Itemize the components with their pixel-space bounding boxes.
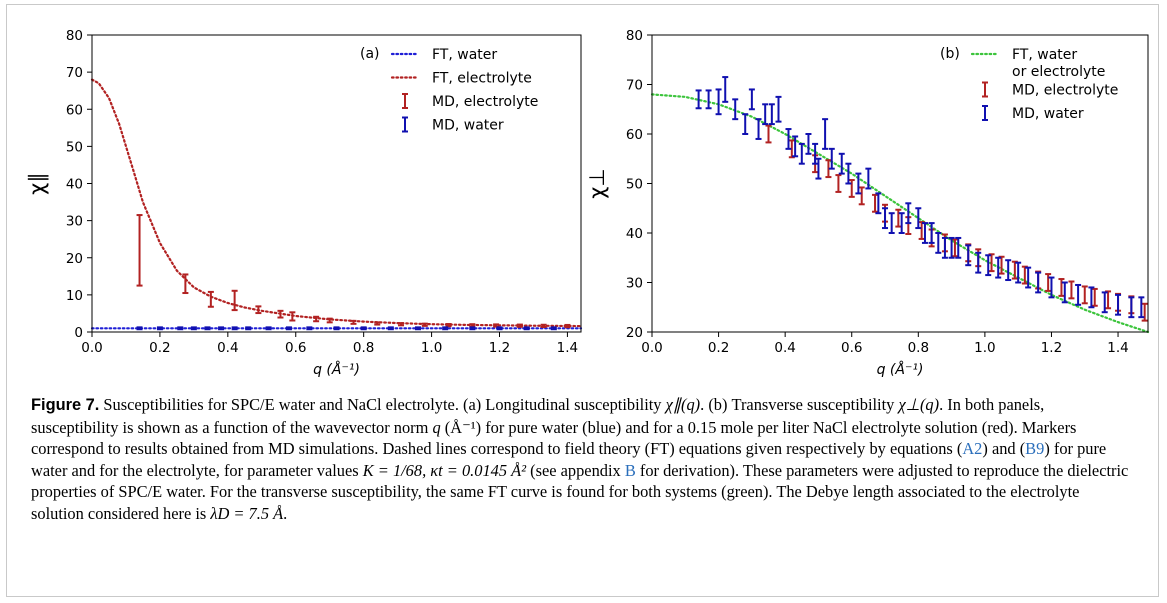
y-tick-label: 50 [66,139,83,155]
figure-chart: 0.0 0.2 0.4 0.6 0.8 1.0 1.2 1.4 0 10 20 30 40 50 60 70 8… [25,28,1150,378]
x-tick-label: 0.2 [149,340,170,356]
x-tick-label: 0.6 [841,340,862,356]
caption-text: (Å⁻¹) for pure water (blue) and for a 0.… [31,417,1077,459]
x-tick-label: 1.2 [1041,340,1062,356]
legend-label: FT, water or electrolyte [1012,47,1105,80]
legend-label-line: FT, water [1012,47,1077,63]
caption-text: . In both panels, susceptibility is show… [31,395,1045,437]
x-tick-label: 0.8 [353,340,374,356]
x-tick-label: 0.8 [908,340,929,356]
legend-label: FT, water [432,47,497,63]
x-tick-label: 1.4 [557,340,578,356]
y-tick-label: 0 [74,325,83,341]
x-tick-label: 0.2 [708,340,729,356]
legend-label: MD, water [432,118,504,134]
y-tick-label: 70 [626,78,643,94]
y-axis-label: χ∥ [25,172,49,195]
y-tick-label: 40 [66,177,83,193]
figure-caption: Figure 7. Susceptibilities for SPC/E wat… [31,394,1131,524]
y-tick-label: 40 [626,226,643,242]
y-tick-label: 70 [66,65,83,81]
caption-math: q [432,417,441,437]
series-line [90,78,583,328]
caption-math: χ∥(q) [665,395,701,414]
y-tick-label: 80 [66,28,83,44]
caption-text: . [283,503,288,523]
caption-math: χ⊥(q) [898,395,940,414]
y-tick-label: 50 [626,177,643,193]
panel-a: 0.0 0.2 0.4 0.6 0.8 1.0 1.2 1.4 0 10 20 30 40 50 60 70 8… [25,28,583,378]
x-tick-label: 0.0 [81,340,102,356]
caption-text: ) for pure water and for the electrolyte… [31,439,1107,480]
y-tick-label: 20 [626,325,643,341]
legend-label: MD, electrolyte [1012,83,1118,99]
caption-math: λD = 7.5 Å [210,503,284,523]
x-tick-label: 0.6 [285,340,306,356]
y-tick-label: 30 [66,214,83,230]
x-tick-label: 1.0 [974,340,995,356]
legend-label: FT, electrolyte [432,71,532,87]
caption-text: (see appendix [526,460,625,480]
y-tick-label: 20 [66,251,83,267]
caption-text: ) and ( [982,439,1026,458]
legend-label-line: or electrolyte [1012,64,1105,80]
x-axis-label: q (Å⁻¹) [877,361,924,378]
y-tick-label: 80 [626,28,643,44]
panel-label: (b) [940,46,960,62]
legend-label: MD, electrolyte [432,94,538,110]
x-tick-label: 0.4 [774,340,795,356]
y-axis-label: χ⊥ [585,168,609,198]
caption-text: Susceptibilities for SPC/E water and NaC… [99,395,666,414]
y-tick-label: 10 [66,288,83,304]
y-tick-label: 30 [626,276,643,292]
x-tick-label: 1.0 [421,340,442,356]
x-tick-label: 1.2 [489,340,510,356]
panel-b: 0.0 0.2 0.4 0.6 0.8 1.0 1.2 1.4 20 30 40 50 60 70 80 q … [585,28,1150,378]
panel-label: (a) [360,46,380,62]
y-tick-label: 60 [626,127,643,143]
x-tick-label: 1.4 [1107,340,1128,356]
figure-frame [6,4,1159,597]
y-tick-label: 60 [66,102,83,118]
caption-label: Figure 7. [31,396,100,414]
equation-link[interactable]: B9 [1025,439,1045,458]
appendix-link[interactable]: B [624,460,636,480]
caption-math: K = 1/68, κt = 0.0145 Å² [362,460,527,480]
caption-text: for derivation). These parameters were a… [31,460,1129,523]
x-tick-label: 0.0 [641,340,662,356]
x-tick-label: 0.4 [217,340,238,356]
x-axis-label: q (Å⁻¹) [313,361,360,378]
equation-link[interactable]: A2 [962,439,983,458]
legend-label: MD, water [1012,106,1084,122]
caption-text: . (b) Transverse susceptibility [700,395,899,414]
